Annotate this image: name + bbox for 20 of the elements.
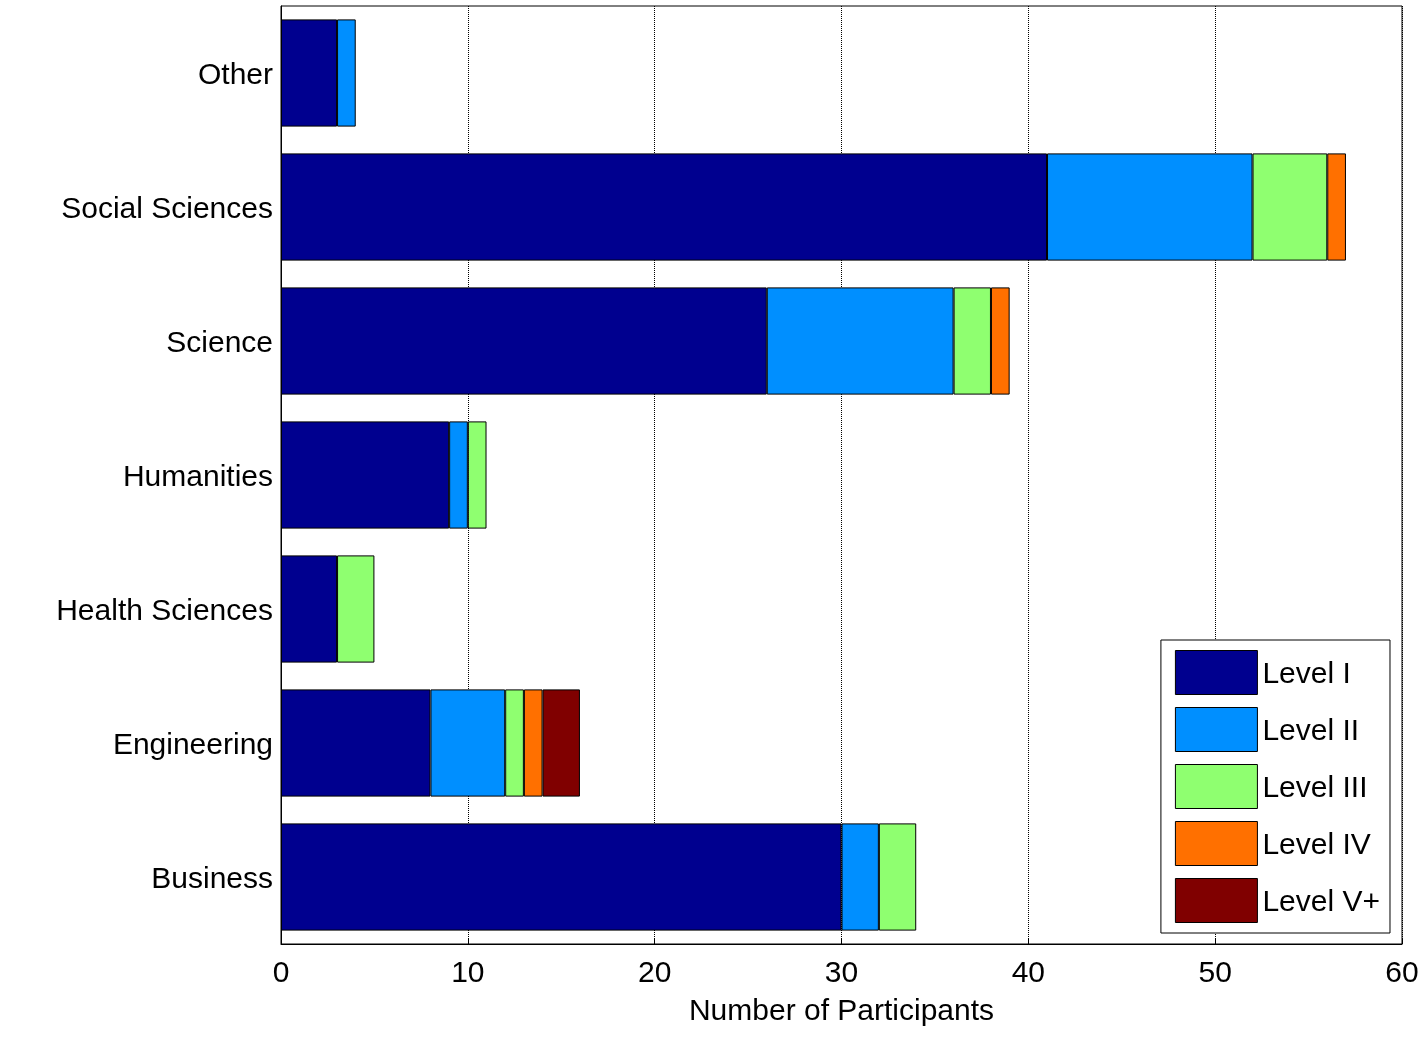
- x-tick-label: 30: [824, 954, 859, 988]
- y-tick-label: Business: [151, 860, 273, 894]
- y-tick-label: Health Sciences: [56, 592, 273, 626]
- x-tick-label: 50: [1198, 954, 1232, 988]
- x-tick-label: 10: [451, 954, 485, 988]
- legend-label: Level V+: [1262, 884, 1381, 917]
- legend-label: Level III: [1262, 770, 1368, 803]
- y-tick-label: Other: [197, 56, 274, 90]
- x-axis-title: Number of Participants: [688, 992, 995, 1026]
- y-tick-label: Humanities: [122, 458, 273, 492]
- legend-label: Level I: [1262, 656, 1351, 689]
- legend-label: Level IV: [1262, 827, 1371, 860]
- x-tick-label: 60: [1385, 954, 1419, 988]
- y-tick-label: Engineering: [112, 726, 273, 760]
- y-tick-label: Social Sciences: [61, 190, 273, 224]
- x-tick-label: 0: [272, 954, 290, 988]
- x-tick-label: 20: [637, 954, 672, 988]
- legend-label: Level II: [1262, 713, 1360, 746]
- y-tick-label: Science: [166, 324, 273, 358]
- x-tick-label: 40: [1011, 954, 1046, 988]
